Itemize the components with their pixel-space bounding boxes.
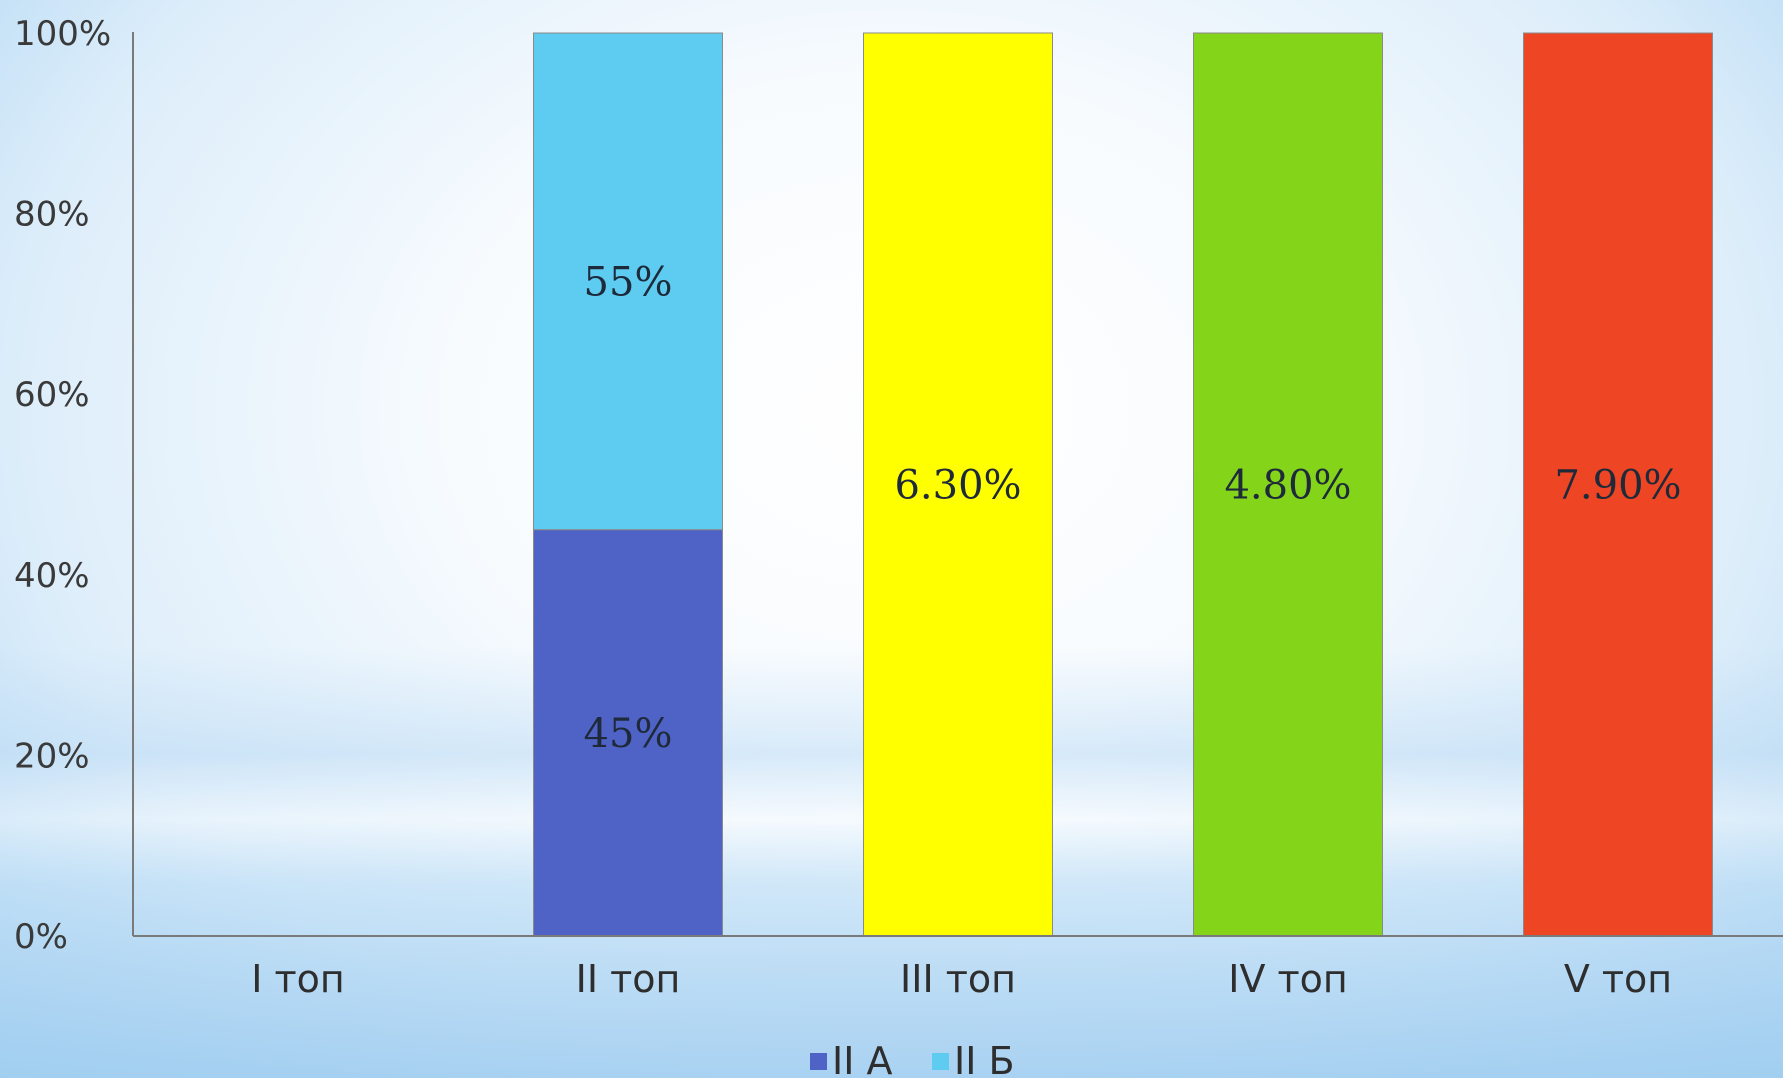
x-axis-labels: I топ II топ III топ IV топ V топ: [251, 957, 1672, 1001]
data-labels: 45% 55% 6.30% 4.80% 7.90%: [584, 259, 1682, 757]
data-label: 7.90%: [1554, 463, 1681, 509]
y-tick-label: 20%: [14, 736, 90, 776]
y-tick-label: 0%: [14, 917, 68, 957]
x-tick-label: II топ: [576, 957, 681, 1001]
bar-segment-2: [533, 32, 723, 531]
y-tick-label: 80%: [14, 195, 90, 235]
data-label: 4.80%: [1224, 463, 1351, 509]
y-tick-label: 40%: [14, 556, 90, 596]
bar-segment-3: [863, 32, 1053, 937]
y-tick-label: 100%: [14, 14, 111, 54]
x-tick-label: V топ: [1564, 957, 1672, 1001]
legend: II А II Б: [810, 1039, 1015, 1078]
legend-swatch: [810, 1053, 827, 1070]
bar-segment-1: [533, 529, 723, 937]
legend-label: II А: [832, 1039, 893, 1078]
bar-segment-4: [1193, 32, 1383, 937]
data-label: 45%: [584, 711, 673, 757]
x-tick-label: III топ: [900, 957, 1016, 1001]
bars: [533, 32, 1713, 937]
y-tick-label: 60%: [14, 375, 90, 415]
x-tick-label: IV топ: [1228, 957, 1348, 1001]
legend-label: II Б: [954, 1039, 1015, 1078]
data-label: 6.30%: [894, 463, 1021, 509]
legend-swatch: [932, 1053, 949, 1070]
y-axis-ticks: 0% 20% 40% 60% 80% 100%: [14, 14, 111, 957]
bar-segment-5: [1523, 32, 1713, 937]
x-tick-label: I топ: [251, 957, 345, 1001]
data-label: 55%: [584, 259, 673, 305]
